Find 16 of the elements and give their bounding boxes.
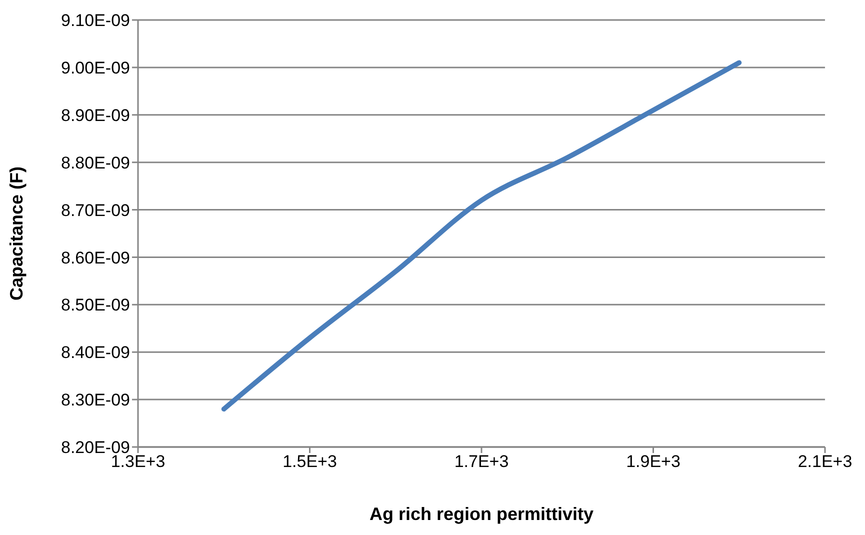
y-tick-label: 8.50E-09 bbox=[61, 296, 130, 315]
y-tick-label: 8.80E-09 bbox=[61, 153, 130, 172]
y-tick-label: 8.40E-09 bbox=[61, 343, 130, 362]
y-tick-label: 9.10E-09 bbox=[61, 11, 130, 30]
y-tick-label: 9.00E-09 bbox=[61, 58, 130, 78]
x-tick-label: 1.7E+3 bbox=[454, 452, 509, 472]
x-tick-label: 1.9E+3 bbox=[626, 452, 680, 472]
y-tick-label: 8.30E-09 bbox=[61, 390, 130, 410]
x-axis-title: Ag rich region permittivity bbox=[369, 504, 594, 524]
y-axis-title: Capacitance (F) bbox=[6, 166, 26, 301]
y-tick-label: 8.60E-09 bbox=[61, 248, 130, 268]
y-tick-label: 8.70E-09 bbox=[61, 200, 130, 220]
x-tick-label: 2.1E+3 bbox=[798, 452, 852, 472]
y-tick-label: 8.90E-09 bbox=[61, 106, 130, 125]
x-tick-label: 1.5E+3 bbox=[282, 452, 337, 472]
x-tick-label: 1.3E+3 bbox=[110, 452, 166, 472]
